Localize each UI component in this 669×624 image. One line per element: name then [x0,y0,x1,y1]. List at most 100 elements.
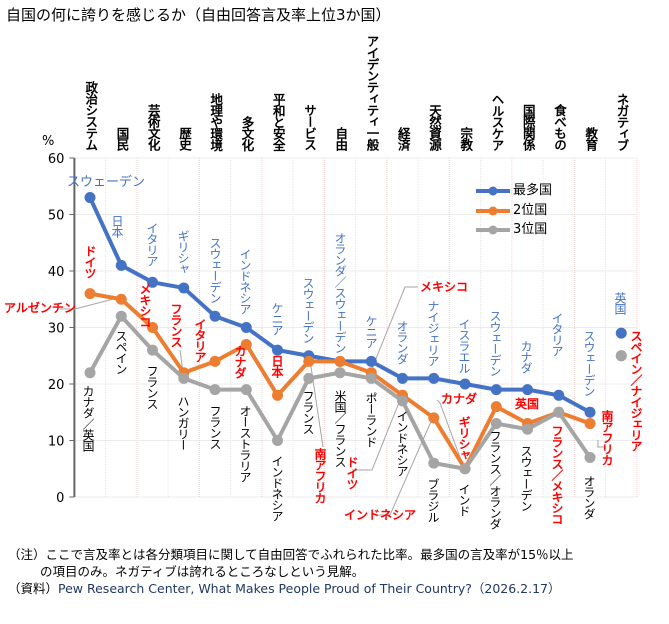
source-prefix: （資料） [8,581,59,596]
data-point-0 [240,322,252,333]
data-label: スウェーデン [582,330,596,396]
data-point-2 [147,344,159,356]
data-point-1 [147,322,159,333]
data-point-2 [553,406,565,418]
data-point-0 [615,327,627,339]
data-label: フランス [208,405,222,449]
data-point-1 [334,355,346,367]
category-label: 国際関係 [520,104,536,150]
data-label: メキシコ [420,280,469,294]
data-label: カナダ [441,392,478,406]
category-label: 芸術文化 [145,104,161,150]
data-label: スウェーデン [208,237,222,303]
data-point-2 [303,372,315,384]
data-point-0 [115,259,127,271]
source-text: Pew Research Center, What Makes People P… [58,581,561,596]
data-label: イスラエル [457,318,471,373]
data-label: オランダ [582,475,596,519]
data-label: スウェーデン [488,310,502,376]
leader-line [352,394,403,471]
data-point-0 [365,355,377,367]
data-label: カナダ [519,340,533,373]
legend-swatch-marker [488,206,498,216]
legend-label: 2位国 [513,203,548,218]
data-point-0 [272,344,284,356]
category-label: ネガティブ [614,92,630,151]
category-label: 自由 [333,127,349,150]
data-point-2 [209,384,221,396]
data-label: 英国 [613,292,627,314]
data-label: フランス／オランダ [488,430,502,529]
data-label: オーストラリア [238,405,252,482]
legend-label: 3位国 [513,222,548,237]
data-label: 日本 [270,355,284,377]
source-line: （資料）Pew Research Center, What Makes Peop… [8,580,574,597]
data-point-0 [522,384,534,396]
data-point-1 [240,338,252,350]
data-label: イタリア [550,312,564,356]
y-axis-unit: % [42,134,54,149]
y-tick-label: 10 [48,435,65,450]
data-label: ギリシャ [176,230,190,274]
data-point-2 [490,418,502,430]
data-point-0 [147,276,159,288]
data-label: フランス [145,365,159,409]
chart-title: 自国の何に誇りを感じるか（自由回答言及率上位3か国） [6,6,391,24]
data-label: ギリシャ [457,416,471,460]
category-label: 多文化 [239,115,255,151]
category-label: 平和と安全 [270,92,286,151]
data-label: ナイジェリア [426,300,440,366]
data-point-2 [615,350,627,362]
data-label: アルゼンチン [4,301,76,315]
data-point-2 [584,451,596,463]
legend-swatch-marker [488,225,498,235]
data-point-0 [428,372,440,384]
data-point-0 [459,378,471,390]
category-label: ヘルスケア [489,92,505,151]
data-label: スペイン／ナイジェリア [629,330,643,451]
data-point-1 [428,412,440,424]
data-point-0 [584,406,596,418]
note-line-1: （注）ここで言及率とは各分類項目に関して自由回答でふれられた比率。最多国の言及率… [8,547,574,562]
data-point-1 [584,418,596,430]
category-label: 食べもの [552,104,568,150]
data-label: 南アフリカ [600,410,614,465]
data-point-1 [84,288,96,300]
data-label: スペイン [114,330,128,374]
data-point-1 [272,389,284,401]
legend-label: 最多国 [513,183,553,198]
category-label: 政治システム [83,81,99,150]
data-point-1 [115,293,127,305]
y-tick-label: 20 [48,378,65,393]
data-point-2 [84,367,96,379]
category-label: 宗教 [458,127,474,150]
data-point-1 [209,355,221,367]
data-point-2 [272,435,284,446]
data-label: フランス／メキシコ [550,425,564,524]
note-line-2: の項目のみ。ネガティブは誇れるところなしという見解。 [40,564,365,579]
y-tick-label: 60 [48,152,65,167]
leader-line [436,399,465,469]
footnotes: （注）ここで言及率とは各分類項目に関して自由回答でふれられた比率。最多国の言及率… [8,546,574,597]
leader-line [60,296,122,310]
data-label: イタリア [193,318,207,362]
category-label: 教育 [583,127,599,150]
data-label: カナダ／英国 [81,385,95,451]
data-label: オランダ／スウェーデン [333,232,347,353]
data-point-2 [115,310,127,322]
y-tick-label: 50 [48,209,65,224]
category-label: 天然資源 [427,104,443,150]
data-point-1 [303,355,315,367]
data-point-2 [522,423,534,435]
category-label: 経済 [395,127,411,150]
data-point-2 [459,463,471,475]
data-point-2 [397,395,409,407]
data-point-0 [178,282,190,294]
y-tick-label: 30 [48,322,65,337]
data-point-0 [84,192,96,204]
data-point-2 [365,372,377,384]
data-point-0 [397,372,409,384]
legend-swatch-marker [488,186,498,196]
data-label: インドネシア [395,410,409,476]
data-point-1 [490,401,502,413]
